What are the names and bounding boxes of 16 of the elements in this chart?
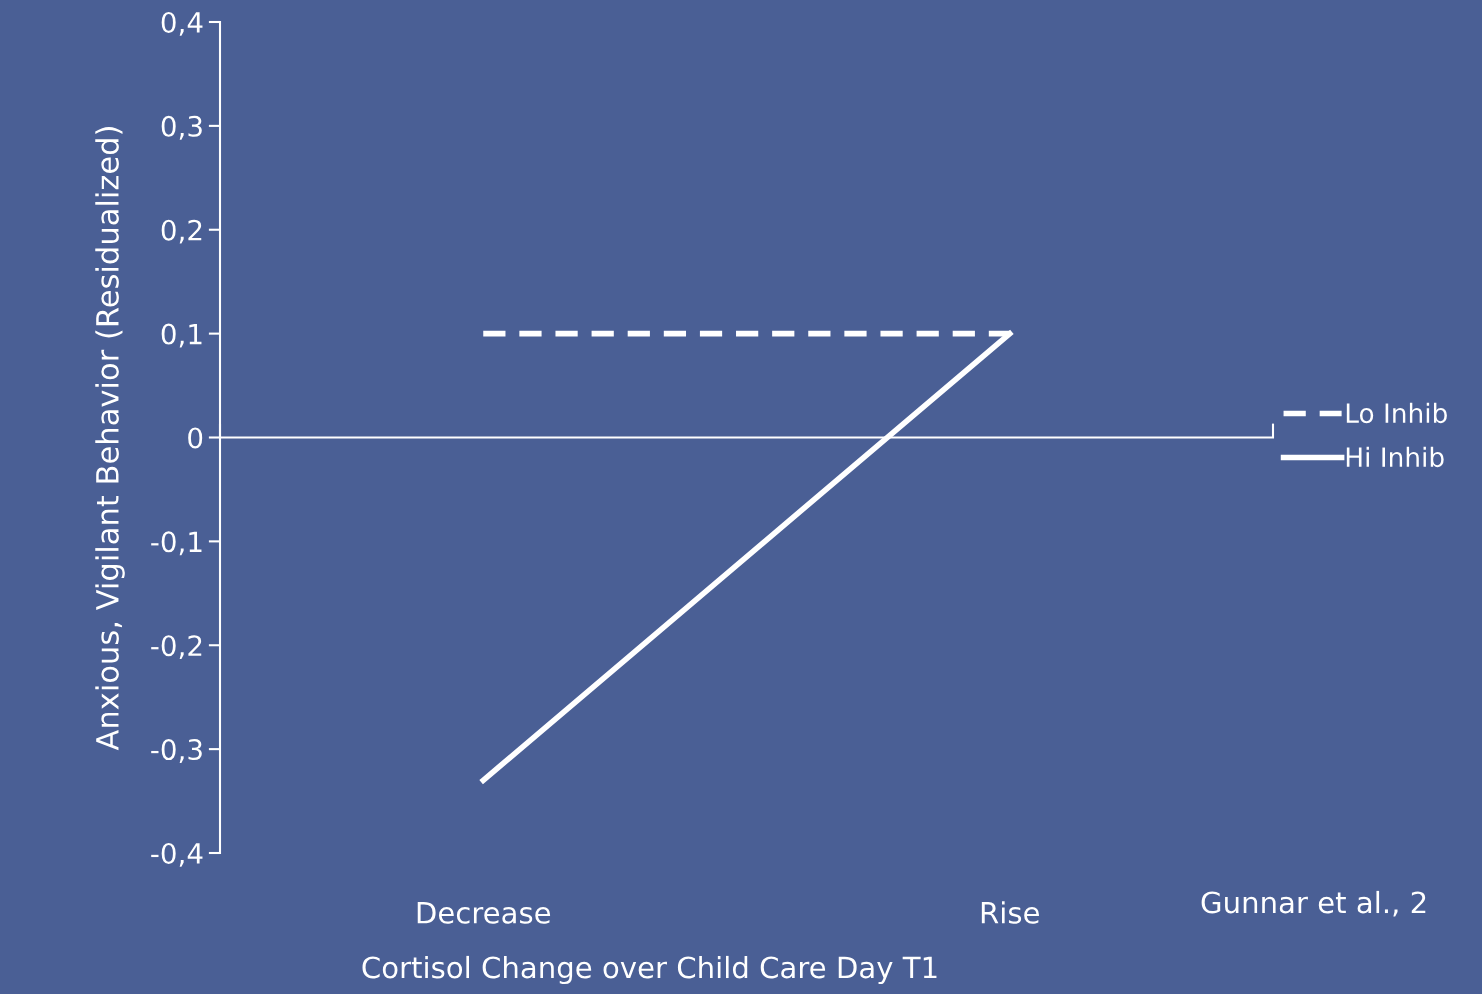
x-tick-label: Decrease [417,902,551,924]
y-tick-label: 0,2 [161,219,202,244]
y-tick-label: -0,2 [151,635,202,660]
y-tick-label: -0,3 [151,739,202,763]
y-tick-label: 0,4 [161,11,203,36]
legend-label: Lo Inhib [1346,402,1447,424]
y-axis-title: Anxious, Vigilant Behavior (Residualized) [95,127,125,751]
y-tick-label: -0,4 [151,842,203,867]
y-tick-label: 0,1 [161,323,202,348]
x-tick-label: Rise [981,901,1039,924]
y-tick-label: -0,1 [151,531,202,556]
y-tick-label: 0,3 [161,115,202,140]
y-tick-label: 0 [188,427,203,449]
text: Gunnar et al., 2 [1201,890,1426,917]
x-axis-title: Cortisol Change over Child Care Day T1 [362,955,937,985]
legend-label: Hi Inhib [1346,446,1444,468]
